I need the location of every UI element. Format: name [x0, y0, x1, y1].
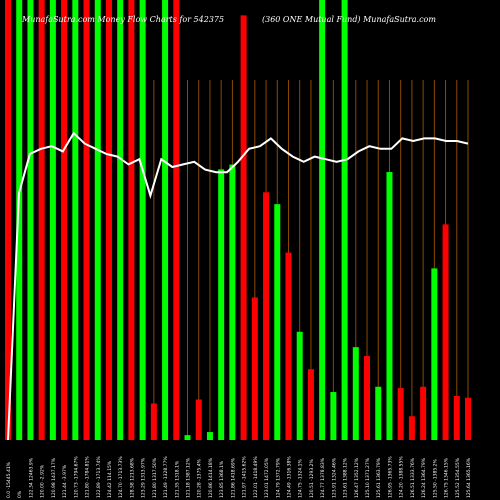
bar-32 — [352, 347, 359, 440]
bar-27 — [296, 331, 303, 440]
x-tick-label: 124.70 -1713.73% — [118, 456, 124, 498]
bar-7 — [72, 0, 79, 440]
x-tick-label: 126.47 1352.12% — [354, 457, 360, 498]
bar-3 — [27, 0, 34, 440]
x-tick-label: 0% — [17, 490, 23, 498]
bar-36 — [397, 388, 404, 440]
bars-group — [5, 0, 471, 441]
x-tick-label: 124.20 -1388.55% — [399, 456, 405, 498]
x-tick-label: 123.01 1472.05% — [264, 457, 270, 498]
x-tick-label: 121.86 1418.69% — [230, 457, 236, 498]
x-tick-label: 123.85 1368.1% — [219, 460, 225, 498]
bar-37 — [408, 416, 415, 440]
chart-title-left: MunafaSutra.com Money Flow Charts for 54… — [21, 15, 224, 24]
x-tick-label: 120.51 -1293.2% — [309, 458, 315, 498]
x-tick-label: 124.49 -1316.38% — [286, 456, 292, 498]
bar-1 — [5, 0, 11, 440]
bar-20 — [218, 169, 225, 440]
bar-5 — [49, 0, 56, 440]
x-tick-label: 120.00 -2.92% — [40, 464, 46, 498]
bar-9 — [94, 0, 101, 440]
bar-26 — [285, 252, 292, 440]
x-tick-label: 126.24 1364.79% — [421, 457, 427, 498]
bar-22 — [240, 15, 247, 441]
x-tick-label: 126.51 1333.76% — [410, 457, 416, 498]
x-tick-label: 125.64 1365.16% — [466, 457, 472, 498]
bar-21 — [229, 164, 236, 440]
x-tick-label: 124.79 1372.79% — [275, 457, 281, 498]
bar-17 — [184, 435, 191, 440]
bar-19 — [206, 432, 213, 440]
x-tick-label: 121.49 -1328.77% — [163, 456, 169, 498]
money-flow-line — [7, 131, 469, 441]
x-tick-label: 125.10 1371.27% — [365, 457, 371, 498]
bar-30 — [330, 392, 337, 440]
bar-29 — [319, 0, 326, 440]
bar-42 — [465, 397, 471, 440]
x-tick-label: 122.01 -1418.49% — [253, 456, 259, 498]
x-tick-label: 125.50 -1385.2% — [432, 458, 438, 498]
x-tick-label: 122.89 -1713.74% — [96, 456, 102, 498]
bar-15 — [162, 0, 169, 440]
bar-34 — [375, 386, 382, 440]
x-tick-label: 120.98 1437.17% — [51, 457, 57, 498]
x-tick-label: 122.34 12463.9% — [28, 457, 34, 498]
bar-8 — [83, 0, 90, 440]
x-tick-label: 125.52 1354.55% — [455, 457, 461, 498]
bar-10 — [105, 0, 112, 440]
bar-18 — [195, 399, 202, 440]
bar-41 — [453, 396, 460, 440]
bar-40 — [442, 224, 449, 440]
bar-11 — [117, 0, 124, 440]
x-tick-label: 0.0 -15445.41% — [6, 461, 12, 498]
x-tick-label: 121.80 -1784.81% — [85, 456, 91, 498]
x-tick-label: 124.42 114.15% — [107, 460, 113, 498]
bar-13 — [139, 0, 146, 440]
x-tick-label: 121.44 -3.97% — [62, 464, 68, 498]
x-tick-label: 120.28 -1375.4% — [197, 458, 203, 498]
bar-28 — [307, 369, 314, 440]
x-tick-label: 121.80 1317.50% — [152, 457, 158, 498]
x-tick-label: 125.61 1363.79% — [376, 457, 382, 498]
x-tick-label: 124.77 1378.83% — [320, 457, 326, 498]
bar-4 — [38, 0, 45, 440]
x-tick-label: 121.35 1318.1% — [174, 460, 180, 498]
bar-14 — [150, 403, 157, 440]
x-tick-label: 126.95 -1365.73% — [387, 456, 393, 498]
bar-16 — [173, 0, 180, 440]
x-tick-labels: 0.0 -15445.41% 0% 122.34 12463.9% 120.00 -2… — [6, 456, 472, 498]
x-tick-label: 121.97 -1415.62% — [242, 456, 248, 498]
x-tick-label: 128.58 1213.68% — [129, 457, 135, 498]
x-tick-label: 120.86 1414.18% — [208, 457, 214, 498]
bar-35 — [386, 172, 393, 441]
bar-12 — [128, 0, 135, 440]
bar-6 — [61, 0, 68, 440]
x-tick-label: 124.75 -1324.1% — [298, 458, 304, 498]
bar-2 — [16, 0, 23, 440]
bar-23 — [251, 297, 258, 440]
x-tick-label: 121.18 1387.12% — [186, 457, 192, 498]
x-tick-label: 126.75 1346.15% — [444, 457, 450, 498]
bar-25 — [274, 204, 281, 440]
bar-39 — [431, 268, 438, 440]
bar-24 — [263, 192, 270, 440]
x-tick-label: 123.29 1313.97% — [141, 457, 147, 498]
bar-38 — [420, 386, 427, 440]
x-tick-label: 120.73 -1794.67% — [73, 456, 79, 498]
bar-33 — [364, 355, 371, 440]
x-tick-label: 123.61 1388.12% — [343, 457, 349, 498]
x-tick-label: 123.91 1324.46% — [331, 457, 337, 498]
bar-31 — [341, 0, 348, 440]
chart-title-right: (360 ONE Mutual Fund) MunafaSutra.com — [262, 15, 436, 24]
